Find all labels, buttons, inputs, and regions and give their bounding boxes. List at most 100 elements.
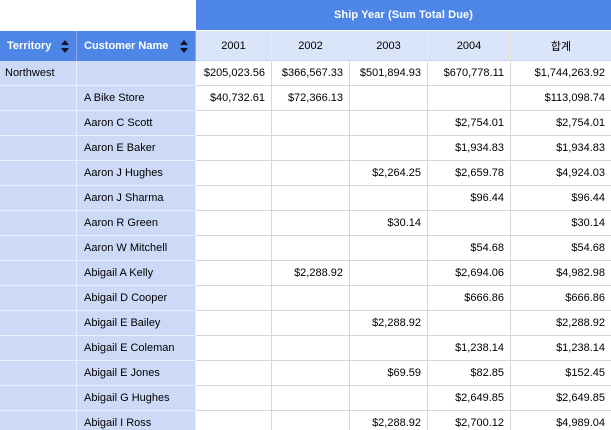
- value-cell: [196, 361, 272, 386]
- territory-cell: [0, 186, 77, 211]
- value-cell: $2,649.85: [511, 386, 611, 411]
- value-cell: [196, 261, 272, 286]
- value-cell: [196, 111, 272, 136]
- territory-cell: [0, 136, 77, 161]
- value-cell: $2,288.92: [272, 261, 350, 286]
- customer-name-cell: Aaron W Mitchell: [77, 236, 196, 261]
- value-cell: $2,694.06: [428, 261, 511, 286]
- table-row: Aaron E Baker $1,934.83 $1,934.83: [0, 136, 611, 161]
- banner-row: Ship Year (Sum Total Due): [0, 0, 611, 31]
- territory-cell: [0, 286, 77, 311]
- table-row: Aaron J Sharma $96.44 $96.44: [0, 186, 611, 211]
- value-cell: [428, 311, 511, 336]
- value-cell: $69.59: [350, 361, 428, 386]
- customer-name-header[interactable]: Customer Name: [77, 31, 196, 61]
- territory-cell: [0, 161, 77, 186]
- column-header-row: Territory Customer Name 2001 2002 2003 2…: [0, 31, 611, 61]
- value-cell: $4,982.98: [511, 261, 611, 286]
- value-cell: [350, 236, 428, 261]
- value-cell: [272, 136, 350, 161]
- value-cell: [272, 161, 350, 186]
- year-header-2004[interactable]: 2004: [428, 31, 511, 61]
- value-cell: $666.86: [511, 286, 611, 311]
- value-cell: $366,567.33: [272, 61, 350, 86]
- year-header-total[interactable]: 합계: [511, 31, 611, 61]
- value-cell: $40,732.61: [196, 86, 272, 111]
- value-cell: $54.68: [511, 236, 611, 261]
- value-cell: $152.45: [511, 361, 611, 386]
- value-cell: [428, 211, 511, 236]
- territory-cell: [0, 211, 77, 236]
- territory-header-label: Territory: [7, 40, 52, 52]
- value-cell: [350, 86, 428, 111]
- value-cell: $2,659.78: [428, 161, 511, 186]
- territory-cell: [0, 111, 77, 136]
- table-row: Abigail D Cooper $666.86 $666.86: [0, 286, 611, 311]
- customer-name-cell: Abigail E Bailey: [77, 311, 196, 336]
- value-cell: $2,264.25: [350, 161, 428, 186]
- value-cell: [272, 211, 350, 236]
- value-cell: [196, 136, 272, 161]
- territory-cell: [0, 236, 77, 261]
- table-row: Abigail G Hughes $2,649.85 $2,649.85: [0, 386, 611, 411]
- customer-name-header-label: Customer Name: [84, 40, 169, 52]
- sort-arrows-icon[interactable]: [59, 39, 71, 54]
- value-cell: [196, 286, 272, 311]
- table-row: Abigail A Kelly $2,288.92 $2,694.06 $4,982.…: [0, 261, 611, 286]
- year-header-2003[interactable]: 2003: [350, 31, 428, 61]
- value-cell: [196, 386, 272, 411]
- year-header-2002[interactable]: 2002: [272, 31, 350, 61]
- value-cell: $2,288.92: [511, 311, 611, 336]
- table-row: Northwest $205,023.56 $366,567.33 $501,894.…: [0, 61, 611, 86]
- value-cell: [196, 336, 272, 361]
- value-cell: $2,754.01: [428, 111, 511, 136]
- table-row: Aaron W Mitchell $54.68 $54.68: [0, 236, 611, 261]
- value-cell: $666.86: [428, 286, 511, 311]
- value-cell: [196, 161, 272, 186]
- value-cell: $1,744,263.92: [511, 61, 611, 86]
- territory-cell: [0, 261, 77, 286]
- value-cell: [272, 361, 350, 386]
- customer-name-cell: [77, 61, 196, 86]
- table-body: Northwest $205,023.56 $366,567.33 $501,894.…: [0, 61, 611, 430]
- customer-name-cell: Abigail A Kelly: [77, 261, 196, 286]
- value-cell: $4,924.03: [511, 161, 611, 186]
- value-cell: $113,098.74: [511, 86, 611, 111]
- value-cell: $1,238.14: [511, 336, 611, 361]
- table-row: A Bike Store $40,732.61 $72,366.13 $113,098…: [0, 86, 611, 111]
- value-cell: [196, 411, 272, 430]
- value-cell: $82.85: [428, 361, 511, 386]
- customer-name-cell: Aaron J Hughes: [77, 161, 196, 186]
- territory-cell: [0, 86, 77, 111]
- year-header-2001[interactable]: 2001: [196, 31, 272, 61]
- value-cell: [272, 186, 350, 211]
- value-cell: [272, 386, 350, 411]
- territory-cell: [0, 411, 77, 430]
- value-cell: $1,238.14: [428, 336, 511, 361]
- top-left-corner: [0, 0, 196, 31]
- customer-name-cell: Abigail E Jones: [77, 361, 196, 386]
- table-row: Aaron C Scott $2,754.01 $2,754.01: [0, 111, 611, 136]
- value-cell: $1,934.83: [511, 136, 611, 161]
- value-cell: [350, 136, 428, 161]
- table-row: Abigail E Jones $69.59 $82.85 $152.45: [0, 361, 611, 386]
- value-cell: [272, 286, 350, 311]
- table-row: Abigail E Bailey $2,288.92 $2,288.92: [0, 311, 611, 336]
- value-cell: $2,288.92: [350, 311, 428, 336]
- table-row: Aaron J Hughes $2,264.25 $2,659.78 $4,924.0…: [0, 161, 611, 186]
- value-cell: $4,989.04: [511, 411, 611, 430]
- value-cell: $2,288.92: [350, 411, 428, 430]
- customer-name-cell: Aaron C Scott: [77, 111, 196, 136]
- sort-arrows-icon[interactable]: [178, 39, 190, 54]
- value-cell: [272, 411, 350, 430]
- customer-name-cell: Abigail D Cooper: [77, 286, 196, 311]
- territory-cell: [0, 386, 77, 411]
- territory-cell: [0, 361, 77, 386]
- value-cell: [196, 311, 272, 336]
- territory-cell: Northwest: [0, 61, 77, 86]
- territory-header[interactable]: Territory: [0, 31, 77, 61]
- value-cell: [350, 261, 428, 286]
- territory-cell: [0, 336, 77, 361]
